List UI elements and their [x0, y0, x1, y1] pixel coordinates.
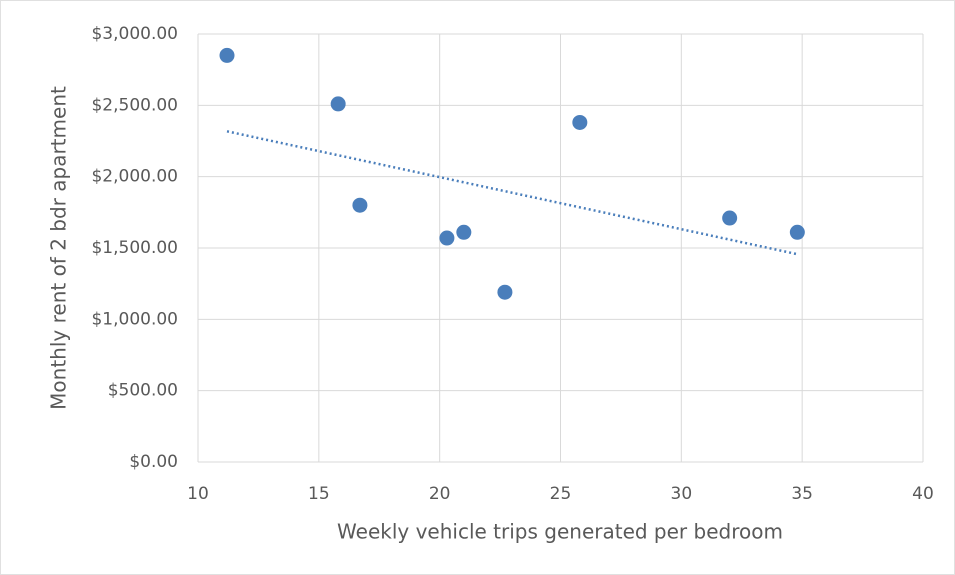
point [352, 197, 368, 213]
y-tick-label: $500.00 [108, 381, 178, 401]
trendline [226, 130, 798, 256]
x-tick-label: 20 [429, 484, 451, 504]
x-tick-label: 10 [187, 484, 209, 504]
y-tick-label: $1,500.00 [91, 238, 178, 258]
y-tick-label: $3,000.00 [91, 24, 178, 44]
x-axis-title: Weekly vehicle trips generated per bedro… [337, 520, 783, 544]
y-tick-label: $2,000.00 [91, 167, 178, 187]
point [789, 224, 805, 240]
x-tick-label: 30 [671, 484, 693, 504]
point [572, 114, 588, 130]
y-tick-label: $1,000.00 [91, 309, 178, 329]
y-axis-title: Monthly rent of 2 bdr apartment [47, 86, 71, 410]
y-tick-label: $0.00 [129, 452, 178, 472]
point [456, 224, 472, 240]
point [722, 210, 738, 226]
x-tick-label: 15 [308, 484, 330, 504]
point [330, 96, 346, 112]
x-tick-label: 35 [791, 484, 813, 504]
point [497, 284, 513, 300]
point [439, 230, 455, 246]
x-tick-label: 25 [550, 484, 572, 504]
x-tick-label: 40 [912, 484, 934, 504]
y-tick-label: $2,500.00 [91, 95, 178, 115]
point [219, 47, 235, 63]
